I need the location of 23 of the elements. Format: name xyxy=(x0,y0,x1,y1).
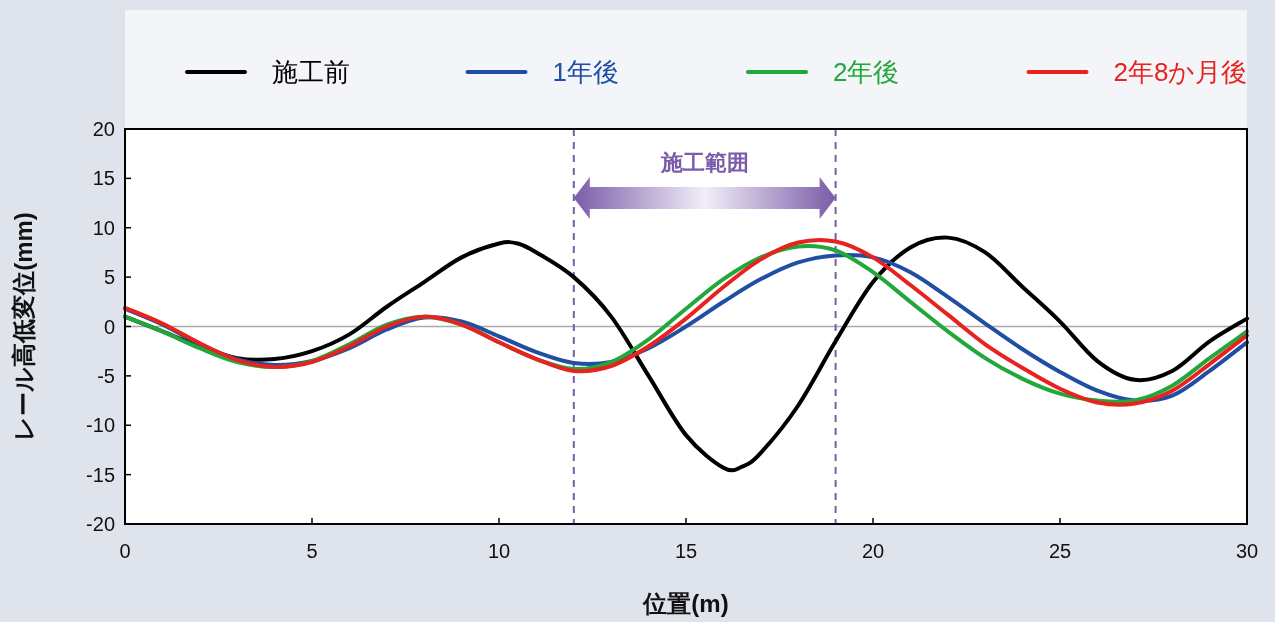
y-tick-label: 15 xyxy=(92,167,115,190)
x-tick-label: 25 xyxy=(1048,540,1072,562)
x-tick-label: 10 xyxy=(487,540,511,562)
x-tick-label: 20 xyxy=(861,540,885,562)
y-axis-title: レール高低変位(mm) xyxy=(10,212,37,441)
y-tick-label: 20 xyxy=(92,118,115,140)
y-tick-label: -15 xyxy=(86,463,115,486)
legend-label: 1年後 xyxy=(552,57,619,87)
y-tick-label: 0 xyxy=(103,315,115,338)
annotation: 施工範囲 xyxy=(659,149,749,175)
legend-label: 2年後 xyxy=(833,57,900,87)
y-tick-label: -10 xyxy=(86,414,115,437)
y-tick-label: 10 xyxy=(92,216,115,239)
y-tick-label: 5 xyxy=(103,266,115,289)
y-tick-label: -20 xyxy=(86,513,115,535)
x-tick-label: 0 xyxy=(119,540,131,562)
x-tick-label: 15 xyxy=(674,540,698,562)
x-axis-title: 位置(m) xyxy=(642,590,729,617)
legend-label: 2年8か月後 xyxy=(1113,57,1248,87)
legend-label: 施工前 xyxy=(272,57,350,87)
y-tick-label: -5 xyxy=(97,364,115,387)
x-tick-label: 30 xyxy=(1235,540,1259,562)
x-tick-label: 5 xyxy=(306,540,318,562)
